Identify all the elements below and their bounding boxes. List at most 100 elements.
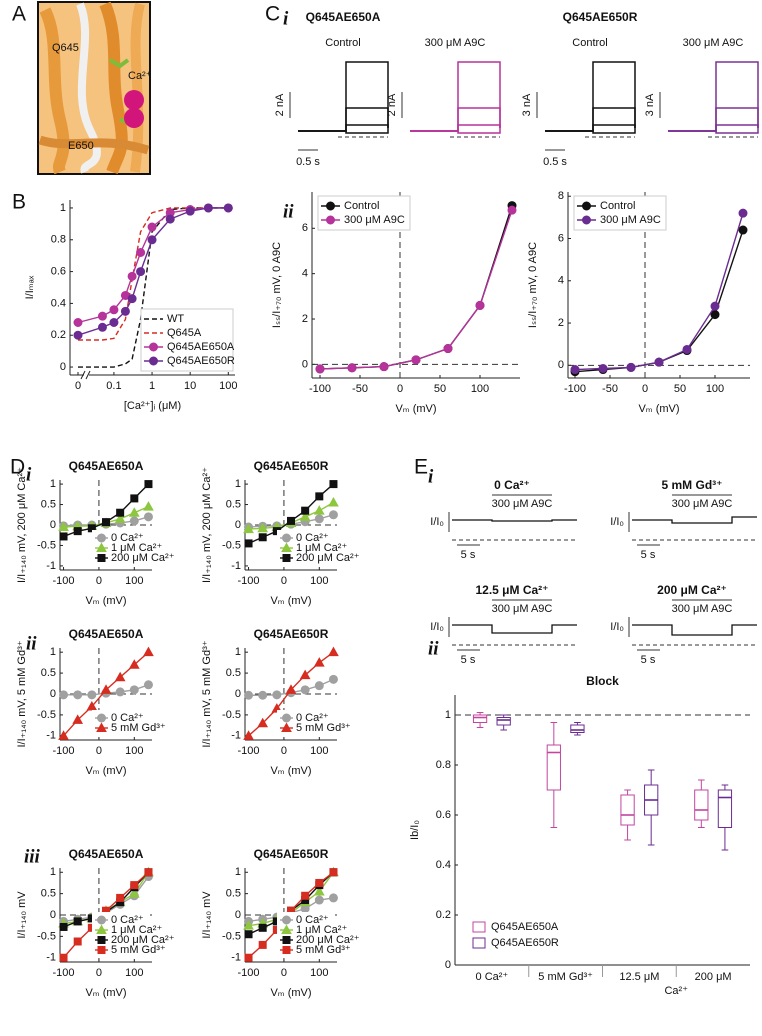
- treatment-label: 300 μM A9C: [672, 498, 733, 510]
- legend-marker: [96, 542, 107, 552]
- x-tick-label: 0: [281, 745, 287, 757]
- helix: [99, 1, 128, 175]
- x-axis-label: Vₘ (mV): [85, 595, 126, 607]
- y-tick-label: 0.2: [51, 329, 66, 341]
- trace-title: Q645AE650A: [306, 10, 381, 24]
- legend-box: [573, 195, 667, 231]
- y-tick-label: 1: [50, 478, 56, 490]
- current-scale: 2 nA: [274, 93, 286, 116]
- data-point: [143, 512, 153, 522]
- data-point: [313, 505, 325, 515]
- data-point: [315, 364, 325, 374]
- legend-label: Q645A: [167, 327, 202, 339]
- x-tick-label: 0: [75, 380, 81, 392]
- data-point: [328, 674, 338, 684]
- y-tick-label: -1: [231, 730, 241, 742]
- panel-label: ii: [428, 638, 439, 659]
- time-scale: 0.5 s: [543, 156, 567, 168]
- y-tick-label: 0.5: [226, 667, 241, 679]
- data-point: [257, 717, 269, 728]
- trace-ylabel: I/I₀: [430, 621, 444, 633]
- y-tick-label: 0.6: [51, 265, 66, 277]
- data-point: [127, 271, 137, 281]
- data-point: [130, 881, 139, 890]
- x-tick-label: 5 mM Gd³⁺: [538, 971, 593, 983]
- current-trace: [668, 124, 759, 132]
- legend-label: 5 mM Gd³⁺: [296, 722, 351, 734]
- panel-label: iii: [24, 846, 41, 867]
- data-point: [143, 646, 154, 657]
- helix: [76, 2, 101, 174]
- panel-label: D: [10, 456, 25, 479]
- data-point: [114, 513, 126, 523]
- y-tick-label: 0.5: [41, 888, 56, 900]
- legend-label: 0 Ca²⁺: [111, 712, 144, 724]
- legend-marker: [281, 542, 292, 552]
- y-axis-label: I/Iₘₐₓ: [24, 275, 36, 299]
- x-tick-label: 100: [125, 745, 143, 757]
- y-axis-label: I/I₊₁₄₀ mV, 5 mM Gd³⁺: [201, 640, 213, 747]
- legend-label: Q645AE650R: [491, 937, 559, 949]
- trace-title: 12.5 μM Ca²⁺: [475, 583, 548, 597]
- y-tick-label: 0.5: [41, 498, 56, 510]
- data-point: [143, 680, 153, 690]
- y-tick-label: 0: [235, 519, 241, 531]
- y-tick-label: -1: [46, 952, 56, 964]
- data-point: [73, 330, 83, 340]
- legend-marker: [149, 342, 158, 352]
- x-tick-label: -100: [53, 745, 75, 757]
- data-point: [136, 248, 146, 257]
- data-point: [301, 506, 310, 515]
- y-tick-label: 0: [235, 909, 241, 921]
- legend-label: Q645AE650R: [167, 355, 235, 367]
- x-tick-label: 100: [310, 745, 328, 757]
- legend-marker: [97, 936, 106, 944]
- y-tick-label: 6: [558, 232, 564, 244]
- legend-box: [317, 195, 411, 231]
- y-axis-label: Iₛₛ/I₊₇₀ mV, 0 A9C: [527, 242, 539, 328]
- condition-label: 300 μM A9C: [683, 37, 744, 49]
- y-tick-label: -0.5: [222, 539, 241, 551]
- helix: [38, 135, 150, 155]
- legend-marker: [326, 201, 335, 211]
- x-axis-label: Ca²⁺: [664, 985, 688, 997]
- legend-marker: [282, 713, 291, 723]
- y-axis-label: I/I₊₁₄₀ mV, 200 μM Ca²⁺: [201, 467, 213, 583]
- data-point: [243, 730, 254, 740]
- data-point: [87, 690, 97, 700]
- panel-label: i: [283, 8, 289, 29]
- legend-label: 300 μM A9C: [600, 214, 661, 226]
- data-point: [315, 492, 324, 501]
- box: [717, 789, 733, 828]
- data-point: [244, 690, 254, 700]
- y-tick-label: -0.5: [222, 709, 241, 721]
- x-tick-label: 0: [642, 383, 648, 395]
- y-tick-label: 0.8: [436, 759, 451, 771]
- current-scale: 2 nA: [386, 93, 398, 116]
- y-tick-label: 0.2: [436, 909, 451, 921]
- chart-title: Q645AE650A: [69, 459, 144, 473]
- x-axis-label: Vₘ (mV): [270, 595, 311, 607]
- time-scale: 5 s: [641, 654, 656, 666]
- y-tick-label: 0.5: [226, 498, 241, 510]
- current-trace: [410, 61, 501, 132]
- current-scale: 3 nA: [521, 93, 533, 116]
- legend-marker: [96, 924, 107, 934]
- panel-label: i: [428, 466, 434, 487]
- y-tick-label: -0.5: [222, 930, 241, 942]
- legend-marker: [97, 713, 106, 723]
- data-point: [738, 225, 748, 235]
- legend-label: 1 μM Ca²⁺: [296, 924, 347, 936]
- current-trace: [545, 107, 636, 132]
- data-point: [127, 294, 137, 304]
- treatment-label: 300 μM A9C: [492, 603, 553, 615]
- data-point: [738, 208, 748, 218]
- legend-label: Control: [344, 200, 379, 212]
- legend-marker: [97, 533, 106, 543]
- box: [570, 724, 585, 733]
- y-axis-label: I/I₊₁₄₀ mV, 5 mM Gd³⁺: [16, 640, 28, 747]
- data-point: [257, 522, 269, 533]
- data-point: [120, 306, 130, 316]
- data-point: [59, 953, 68, 962]
- data-point: [598, 363, 608, 373]
